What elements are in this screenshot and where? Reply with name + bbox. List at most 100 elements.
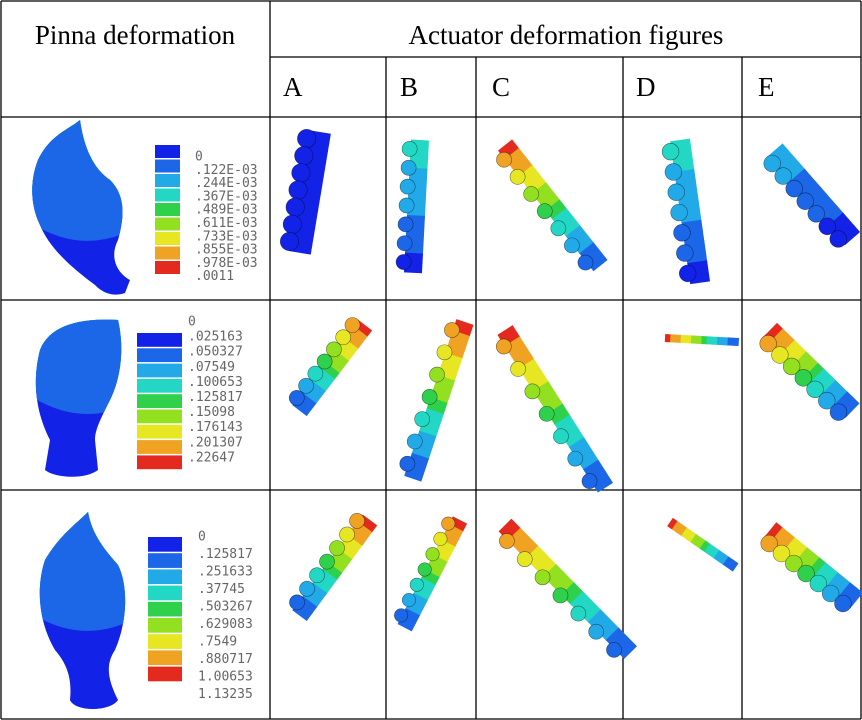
legend-label: .025163 — [188, 330, 243, 345]
actuator-bump — [434, 532, 447, 545]
actuator-bump — [400, 456, 415, 471]
legend-label: .22647 — [188, 450, 235, 465]
pinna-band — [20, 110, 140, 241]
actuator-figure — [496, 139, 607, 271]
actuator-bump — [289, 595, 304, 610]
actuator-bump — [426, 547, 439, 560]
column-label: B — [400, 72, 418, 102]
legend-label: .125817 — [188, 390, 243, 405]
actuator-bump — [345, 317, 360, 332]
actuator-bump — [317, 354, 332, 369]
legend-swatch — [148, 569, 182, 584]
actuator-figure — [289, 317, 372, 416]
legend-swatch — [155, 261, 180, 274]
actuator-figure — [280, 129, 331, 254]
header-right: Actuator deformation figures — [409, 20, 724, 50]
actuator-bump — [297, 129, 315, 147]
actuator-bump — [437, 345, 452, 360]
actuator-bump — [299, 378, 314, 393]
actuator-segment — [733, 338, 739, 346]
legend-swatch — [155, 203, 180, 216]
actuator-bump — [292, 164, 310, 182]
actuator-bump — [537, 204, 552, 219]
actuator-bump — [397, 236, 412, 251]
actuator-figure — [761, 522, 862, 612]
legend-swatch — [137, 348, 182, 362]
legend-label: .880717 — [198, 652, 253, 667]
actuator-bump — [606, 642, 621, 657]
legend-swatch — [137, 455, 182, 469]
legend-swatch — [148, 650, 182, 665]
actuator-bump — [309, 568, 324, 583]
legend-swatch — [137, 410, 182, 424]
actuator-bump — [830, 404, 847, 421]
actuator-bump — [289, 390, 304, 405]
actuator-bump — [525, 384, 540, 399]
table-figure: Pinna deformation Actuator deformation f… — [0, 0, 862, 720]
actuator-figure — [665, 334, 739, 346]
actuator-bump — [349, 513, 364, 528]
actuator-bump — [422, 389, 437, 404]
actuator-figure — [499, 519, 637, 659]
legend-label: .0011 — [195, 269, 234, 284]
actuator-figure — [394, 516, 467, 631]
actuator-bump — [539, 406, 554, 421]
actuator-bump — [662, 143, 679, 160]
actuator-figure — [764, 143, 860, 247]
legend-swatch — [155, 218, 180, 231]
actuator-bump — [524, 186, 539, 201]
actuator-bump — [394, 609, 407, 622]
legend-swatch — [155, 174, 180, 187]
legend-swatch — [155, 160, 180, 173]
legend-label: 0 — [198, 530, 206, 545]
actuator-bump — [510, 169, 525, 184]
legend-label: .15098 — [188, 405, 235, 420]
actuator-bump — [295, 146, 313, 164]
legend-label: .176143 — [188, 420, 243, 435]
legend-swatch — [137, 333, 182, 347]
actuator-bump — [402, 141, 417, 156]
legend-swatch — [155, 232, 180, 245]
legend-swatch — [148, 586, 182, 601]
legend-label: 1.00653 — [198, 670, 253, 685]
actuator-bump — [578, 255, 593, 270]
actuator-bump — [407, 434, 422, 449]
legend-swatch — [155, 189, 180, 202]
actuator-bump — [326, 342, 341, 357]
legend-swatch — [148, 634, 182, 649]
actuator-figure — [400, 319, 474, 481]
actuator-figure — [289, 513, 377, 621]
legend-swatch — [148, 537, 182, 552]
legend-swatch — [137, 379, 182, 393]
actuator-bump — [551, 221, 566, 236]
actuator-bump — [511, 361, 526, 376]
legend-swatch — [148, 553, 182, 568]
actuator-bump — [676, 245, 693, 262]
legend-label: .629083 — [198, 617, 253, 632]
actuator-bump — [289, 181, 307, 199]
pinna-figure — [20, 308, 140, 480]
legend-label: .251633 — [198, 565, 253, 580]
legend-swatch — [155, 247, 180, 260]
legend-swatch — [137, 440, 182, 454]
actuator-bump — [336, 330, 351, 345]
actuator-bump — [299, 581, 314, 596]
legend-swatch — [137, 425, 182, 439]
actuator-bump — [582, 474, 597, 489]
pinna-figure — [20, 500, 140, 712]
actuator-bump — [517, 552, 532, 567]
legend-label: 0 — [188, 315, 196, 330]
actuator-bump — [396, 254, 411, 269]
actuator-bump — [665, 164, 682, 181]
pinna-band — [20, 308, 140, 414]
actuator-bump — [444, 322, 459, 337]
actuator-bump — [679, 265, 696, 282]
legend-swatch — [148, 602, 182, 617]
actuator-bump — [568, 451, 583, 466]
legend-swatch — [148, 618, 182, 633]
legend-label: .37745 — [198, 582, 245, 597]
actuator-bump — [319, 554, 334, 569]
column-label: A — [283, 72, 303, 102]
actuator-figure — [760, 323, 860, 421]
actuator-bump — [418, 563, 431, 576]
